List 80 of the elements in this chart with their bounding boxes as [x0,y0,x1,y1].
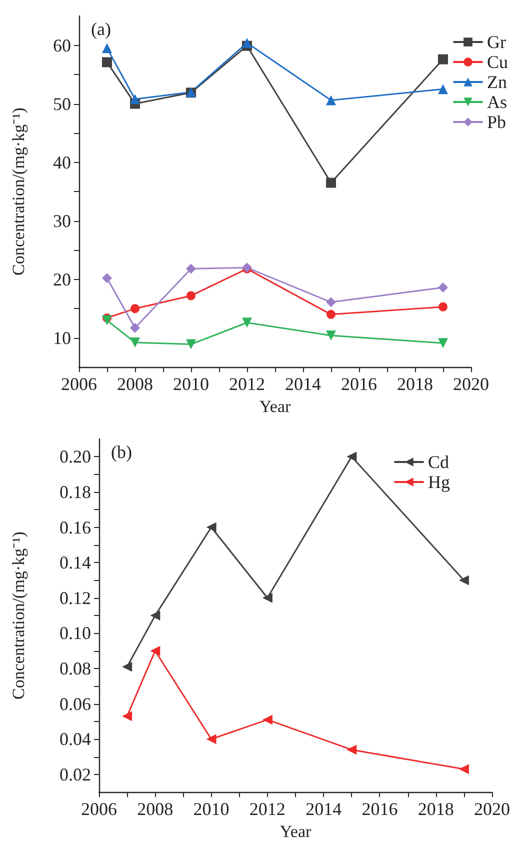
y-tick-label: 60 [53,35,71,56]
point [102,57,112,68]
y-tick-label: 0.20 [60,446,91,467]
legend-label: Cd [428,452,450,472]
point [206,522,216,532]
x-tick-label: 2008 [117,374,153,394]
x-tick-label: 2008 [137,799,174,820]
y-axis-title: Concentration/(mg·kg⁻¹) [9,532,28,700]
y-tick-label: 0.18 [60,482,91,502]
point [102,273,112,284]
point [438,54,448,64]
point [242,38,252,48]
point [326,178,336,188]
point [326,310,336,319]
point [102,315,112,326]
x-axis-title: Year [280,822,312,841]
point [186,291,196,300]
point [346,452,357,462]
point [122,711,132,722]
x-tick-label: 2014 [306,799,342,820]
y-tick-label: 0.14 [60,552,91,573]
point [326,330,336,340]
y-tick-label: 0.12 [60,588,91,608]
point [346,744,357,755]
y-tick-label: 0.04 [60,729,91,750]
x-tick-label: 2020 [474,799,510,820]
x-tick-label: 2016 [362,799,398,820]
legend-label: As [486,92,508,112]
annotation: (b) [111,442,132,462]
point [458,575,469,586]
y-tick-label: 10 [53,328,71,348]
point [262,592,272,603]
point [458,764,469,774]
x-tick-label: 2018 [397,374,433,394]
point [438,282,448,293]
point [130,304,140,314]
legend-label: Zn [486,72,507,92]
y-tick-label: 0.08 [60,658,91,679]
x-tick-label: 2012 [249,799,286,820]
point [186,339,196,350]
y-axis-title: Concentration/(mg·kg⁻¹) [9,108,28,276]
legend-label: Hg [428,472,450,492]
x-tick-label: 2018 [418,799,454,820]
legend-label: Gr [486,32,506,52]
legend-label: Cu [486,52,508,72]
x-tick-label: 2010 [173,374,209,394]
point [326,95,336,106]
point [326,297,336,308]
point [438,84,448,94]
y-tick-label: 0.06 [60,694,91,714]
x-tick-label: 2010 [193,799,230,820]
x-tick-label: 2006 [81,799,117,820]
y-tick-label: 50 [53,94,71,114]
y-tick-label: 40 [53,152,71,172]
point [206,734,216,744]
point [242,318,252,328]
annotation: (a) [91,19,111,39]
x-tick-label: 2014 [285,374,321,394]
point [186,264,196,274]
point [102,43,112,54]
point [438,338,448,348]
x-tick-label: 2012 [229,374,265,394]
y-tick-label: 20 [53,269,71,290]
y-tick-label: 0.02 [60,764,91,784]
point [130,322,140,333]
x-tick-label: 2016 [341,374,377,394]
y-tick-label: 0.10 [60,623,91,644]
point [130,338,140,348]
point [122,662,132,672]
x-axis-title: Year [259,397,291,416]
point [130,94,140,104]
point [150,610,160,621]
x-tick-label: 2006 [61,374,97,394]
y-tick-label: 0.16 [60,517,91,538]
x-tick-label: 2020 [453,374,489,394]
legend-label: Pb [486,112,506,132]
point [438,302,448,312]
point [262,714,272,725]
point [150,646,160,656]
y-tick-label: 30 [53,210,71,231]
